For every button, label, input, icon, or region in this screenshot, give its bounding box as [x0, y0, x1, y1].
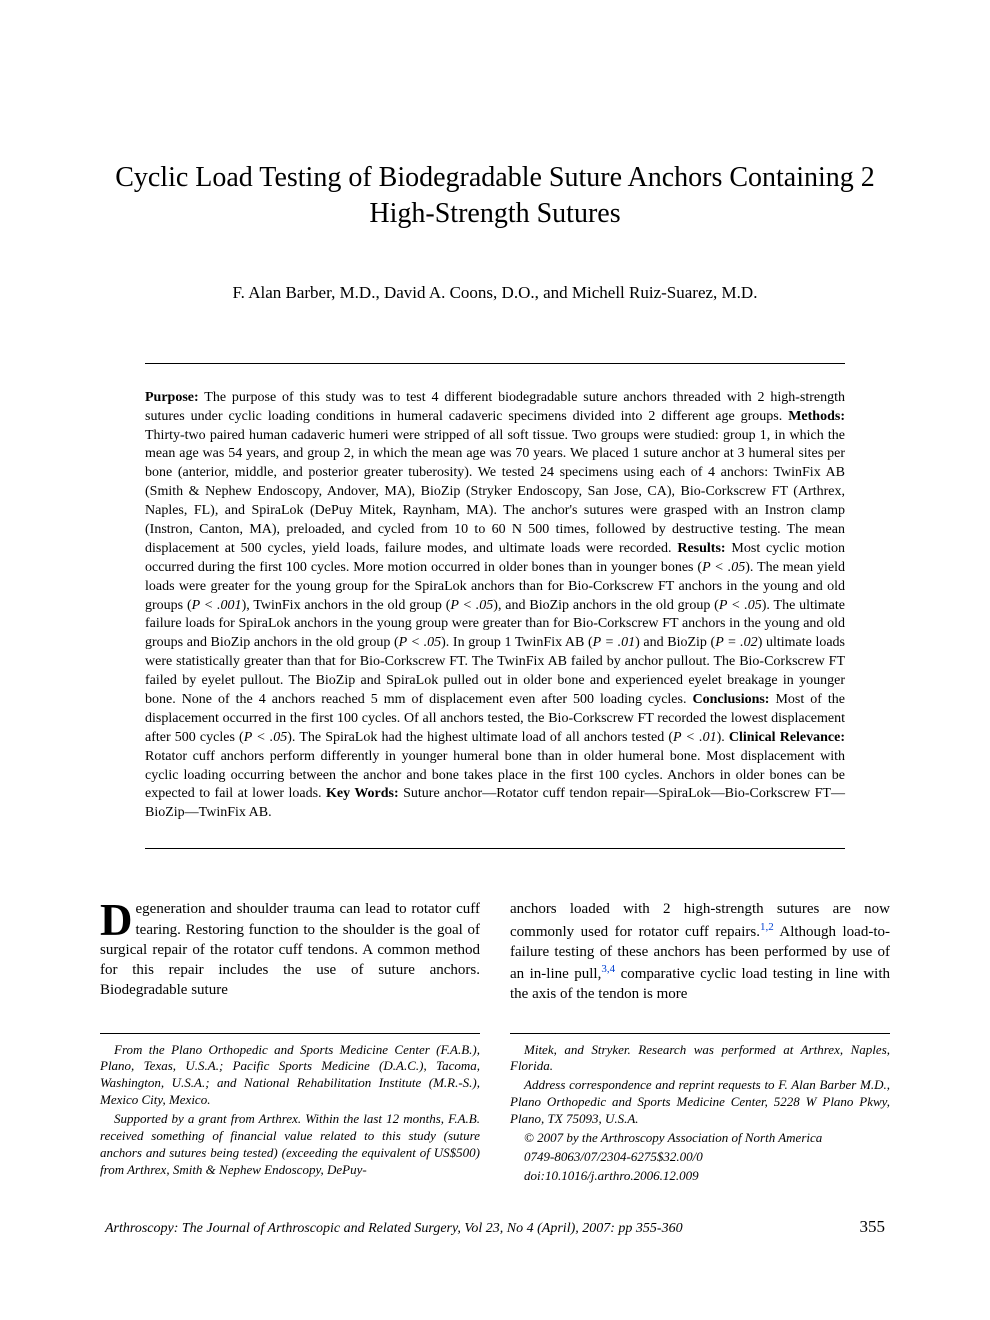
- footnote-column-right: Mitek, and Stryker. Research was perform…: [510, 1033, 890, 1187]
- p-value: P < .05: [702, 560, 745, 575]
- footnote-continued: Mitek, and Stryker. Research was perform…: [510, 1042, 890, 1076]
- footnote-doi: doi:10.1016/j.arthro.2006.12.009: [510, 1168, 890, 1185]
- reference-link[interactable]: 1,2: [760, 921, 774, 933]
- results-text-4: ), and BioZip anchors in the old group (: [493, 598, 719, 613]
- keywords-label: Key Words:: [326, 786, 399, 801]
- p-value: P < .001: [192, 598, 242, 613]
- conclusions-label: Conclusions:: [692, 692, 769, 707]
- page-number: 355: [860, 1217, 886, 1237]
- page: Cyclic Load Testing of Biodegradable Sut…: [0, 0, 990, 1277]
- p-value: P < .05: [450, 598, 493, 613]
- footnotes: From the Plano Orthopedic and Sports Med…: [100, 1033, 890, 1187]
- journal-citation: Arthroscopy: The Journal of Arthroscopic…: [105, 1221, 683, 1237]
- p-value: P = .01: [593, 635, 635, 650]
- methods-label: Methods:: [788, 409, 845, 424]
- reference-link[interactable]: 3,4: [601, 963, 615, 975]
- body-column-left: Degeneration and shoulder trauma can lea…: [100, 899, 480, 1004]
- body-column-right: anchors loaded with 2 high-strength sutu…: [510, 899, 890, 1004]
- abstract-box: Purpose: The purpose of this study was t…: [145, 363, 845, 849]
- article-title: Cyclic Load Testing of Biodegradable Sut…: [100, 160, 890, 233]
- purpose-text: The purpose of this study was to test 4 …: [145, 390, 845, 424]
- results-text-6: ). In group 1 TwinFix AB (: [441, 635, 593, 650]
- footnote-correspondence: Address correspondence and reprint reque…: [510, 1077, 890, 1128]
- methods-text: Thirty-two paired human cadaveric humeri…: [145, 428, 845, 556]
- authors-line: F. Alan Barber, M.D., David A. Coons, D.…: [100, 283, 890, 303]
- p-value: P < .05: [399, 635, 441, 650]
- p-value: P < .05: [719, 598, 762, 613]
- results-text-3: ), TwinFix anchors in the old group (: [242, 598, 451, 613]
- results-text-7: ) and BioZip (: [635, 635, 715, 650]
- footnote-column-left: From the Plano Orthopedic and Sports Med…: [100, 1033, 480, 1187]
- p-value: P = .02: [715, 635, 757, 650]
- footnote-copyright: © 2007 by the Arthroscopy Association of…: [510, 1130, 890, 1147]
- results-label: Results:: [677, 541, 725, 556]
- dropcap: D: [100, 899, 136, 939]
- conclusions-text-3: ).: [717, 730, 729, 745]
- p-value: P < .01: [673, 730, 717, 745]
- abstract-text: Purpose: The purpose of this study was t…: [145, 389, 845, 823]
- conclusions-text-2: ). The SpiraLok had the highest ultimate…: [287, 730, 673, 745]
- journal-footer: Arthroscopy: The Journal of Arthroscopic…: [100, 1217, 890, 1237]
- footnote-support: Supported by a grant from Arthrex. Withi…: [100, 1111, 480, 1179]
- purpose-label: Purpose:: [145, 390, 199, 405]
- footnote-affiliation: From the Plano Orthopedic and Sports Med…: [100, 1042, 480, 1110]
- body-left-text: egeneration and shoulder trauma can lead…: [100, 901, 480, 998]
- body-columns: Degeneration and shoulder trauma can lea…: [100, 899, 890, 1004]
- clinical-relevance-label: Clinical Relevance:: [729, 730, 845, 745]
- footnote-issn: 0749-8063/07/2304-6275$32.00/0: [510, 1149, 890, 1166]
- p-value: P < .05: [244, 730, 288, 745]
